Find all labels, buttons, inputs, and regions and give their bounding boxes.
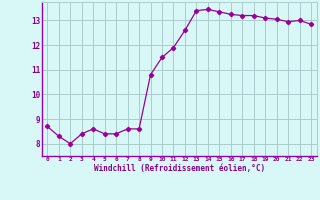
X-axis label: Windchill (Refroidissement éolien,°C): Windchill (Refroidissement éolien,°C) <box>94 164 265 173</box>
